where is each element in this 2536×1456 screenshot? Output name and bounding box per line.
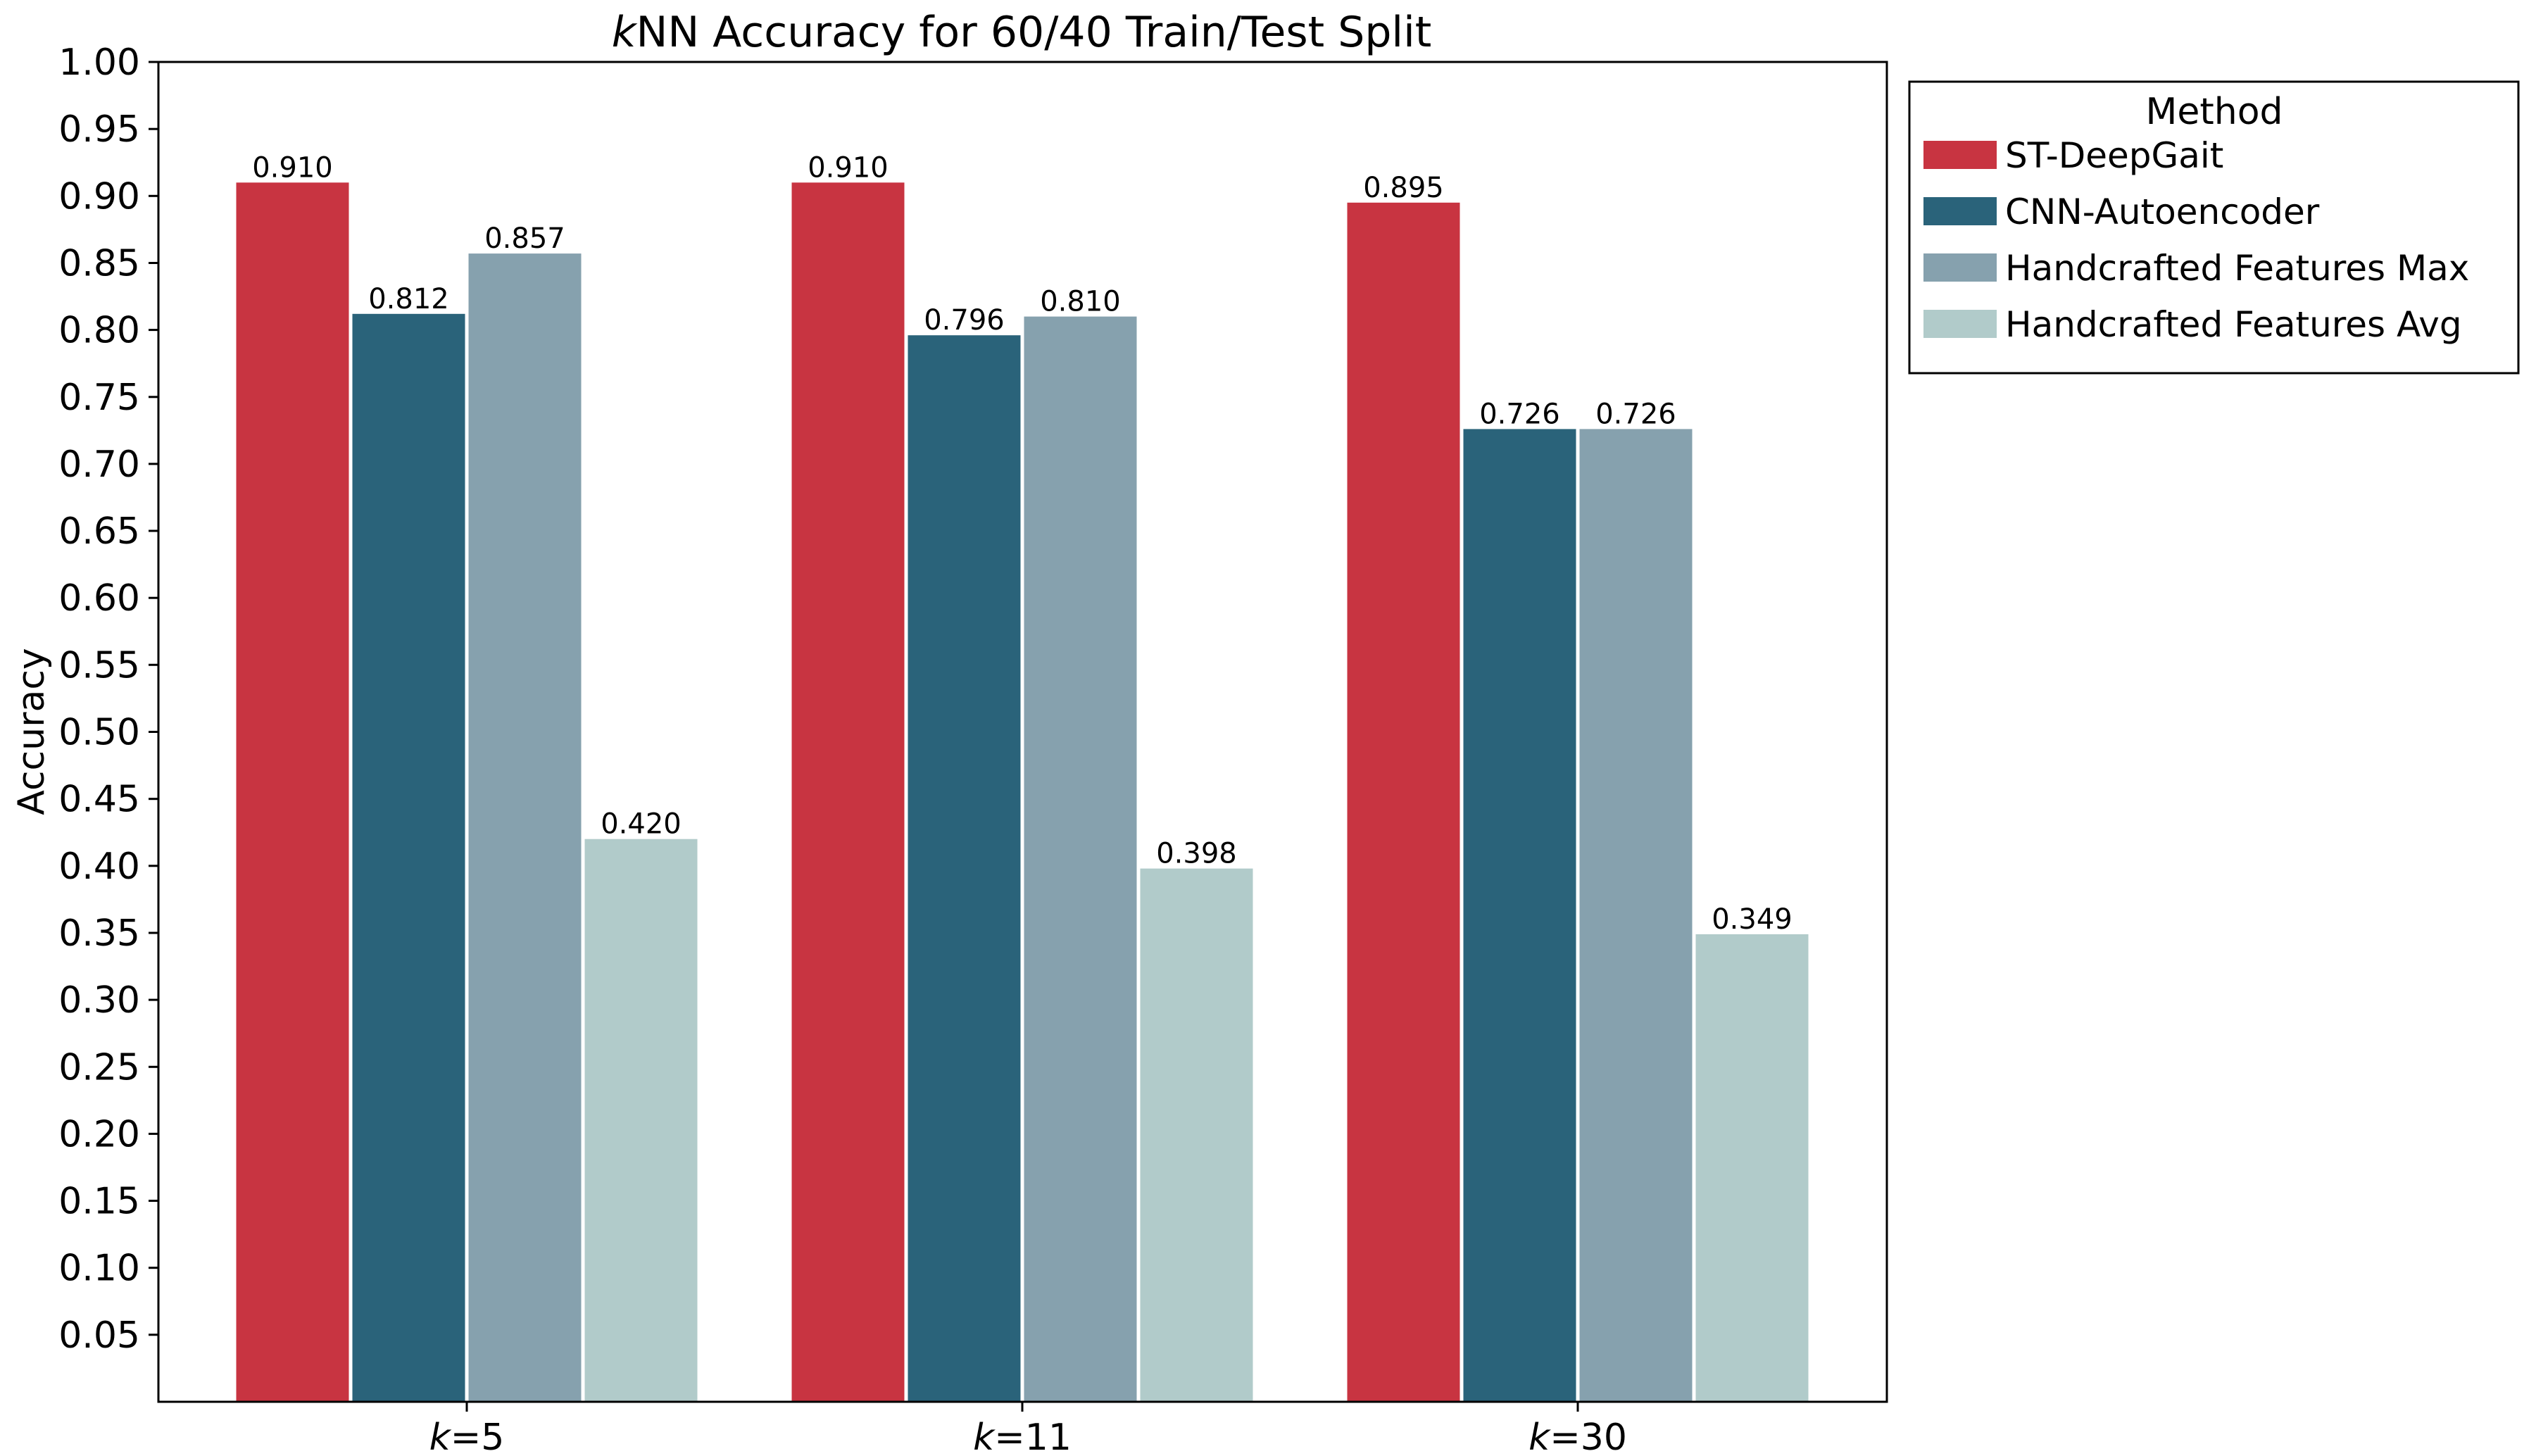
data-label: 0.910 [808, 151, 889, 184]
data-label: 0.796 [924, 304, 1005, 337]
x-tick-label-rest: =30 [1550, 1417, 1627, 1456]
legend-label: CNN-Autoencoder [2005, 192, 2320, 232]
bar [352, 313, 465, 1402]
y-tick-label: 0.60 [58, 577, 140, 620]
y-tick-label: 0.15 [58, 1181, 140, 1223]
data-labels-group: 0.910 0.812 0.857 0.420 0.910 0.796 0.810 0.398… [252, 151, 1793, 936]
legend-items: ST-DeepGait CNN-Autoencoder Handcrafted Fe… [1923, 135, 2469, 345]
y-tick-label: 0.90 [58, 175, 140, 218]
legend-swatch [1923, 197, 1997, 225]
x-tick-label-italic: k [973, 1417, 996, 1456]
bars-group [236, 182, 1809, 1402]
data-label: 0.857 [484, 222, 565, 255]
y-tick-label: 0.25 [58, 1046, 140, 1088]
y-tick-label: 0.75 [58, 377, 140, 419]
y-tick-label: 0.05 [58, 1314, 140, 1357]
y-tick-label: 0.85 [58, 243, 140, 285]
y-tick-label: 0.35 [58, 912, 140, 955]
y-axis-label: Accuracy [11, 648, 53, 815]
chart-title-rest: NN Accuracy for 60/40 Train/Test Split [636, 8, 1431, 57]
legend-title: Method [2145, 91, 2283, 133]
x-tick-label-rest: =5 [451, 1417, 505, 1456]
y-axis-ticks: 0.05 0.10 0.15 0.20 0.25 0.30 0.35 0.40 0.45 0.50… [58, 42, 158, 1357]
bar [584, 839, 698, 1402]
chart-title: kNN Accuracy for 60/40 Train/Test Split [612, 8, 1432, 57]
y-tick-label: 0.55 [58, 644, 140, 686]
bar [1695, 934, 1809, 1402]
legend-swatch [1923, 141, 1997, 169]
data-label: 0.810 [1040, 286, 1121, 318]
bar [1024, 316, 1137, 1402]
data-label: 0.910 [252, 151, 333, 184]
y-tick-label: 0.20 [58, 1113, 140, 1155]
data-label: 0.726 [1479, 398, 1560, 430]
data-label: 0.726 [1595, 398, 1676, 430]
y-tick-label: 1.00 [58, 42, 140, 84]
legend-box [1908, 80, 2520, 375]
y-tick-label: 0.40 [58, 846, 140, 888]
x-axis-ticks: k=5 k=11 k=30 [429, 1402, 1627, 1456]
y-tick-label: 0.10 [58, 1248, 140, 1290]
y-tick-label: 0.30 [58, 979, 140, 1022]
legend-label: Handcrafted Features Max [2005, 248, 2469, 289]
bar [791, 182, 905, 1402]
plot-frame [157, 61, 1888, 1403]
x-tick-label: k=30 [1528, 1417, 1627, 1456]
x-tick-label-italic: k [1528, 1417, 1551, 1456]
x-tick-label-rest: =11 [994, 1417, 1072, 1456]
y-tick-label: 0.95 [58, 108, 140, 151]
y-tick-label: 0.65 [58, 510, 140, 553]
bar [1347, 202, 1460, 1402]
legend: Method ST-DeepGait CNN-Autoencoder Handcra… [1908, 80, 2520, 375]
data-label: 0.420 [601, 808, 682, 841]
y-tick-label: 0.50 [58, 712, 140, 754]
legend-label: ST-DeepGait [2005, 135, 2223, 176]
chart-title-italic: k [612, 8, 638, 57]
data-label: 0.895 [1363, 172, 1444, 204]
x-tick-label: k=5 [429, 1417, 505, 1456]
data-label: 0.812 [368, 283, 449, 315]
legend-label: Handcrafted Features Avg [2005, 304, 2462, 345]
bar [908, 335, 1021, 1402]
bar [1463, 429, 1576, 1402]
bar [236, 182, 349, 1402]
data-label: 0.398 [1156, 838, 1237, 870]
data-label: 0.349 [1712, 903, 1793, 936]
legend-swatch [1923, 310, 1997, 338]
x-tick-label-italic: k [429, 1417, 452, 1456]
bar [1140, 868, 1253, 1402]
legend-swatch [1923, 253, 1997, 282]
y-tick-label: 0.45 [58, 779, 140, 821]
x-tick-label: k=11 [973, 1417, 1072, 1456]
y-tick-label: 0.80 [58, 310, 140, 352]
bar [1579, 429, 1693, 1402]
y-tick-label: 0.70 [58, 444, 140, 486]
bar [468, 253, 582, 1402]
